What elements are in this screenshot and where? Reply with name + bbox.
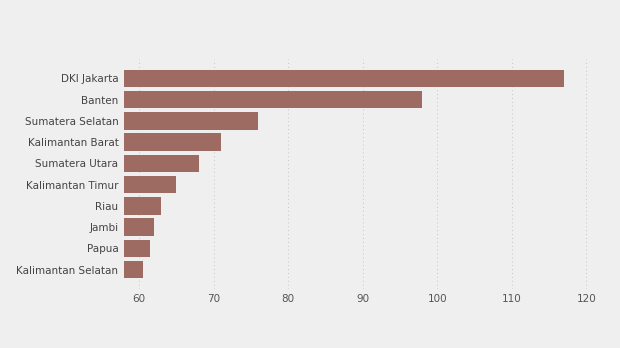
Bar (0, 197, 161, 215)
Bar (0, 240, 150, 257)
Bar (0, 176, 176, 193)
Bar (0, 91, 422, 108)
Bar (0, 133, 221, 151)
Bar (0, 112, 259, 129)
Bar (0, 155, 198, 172)
Bar (0, 219, 154, 236)
Bar (0, 261, 143, 278)
Bar (0, 70, 564, 87)
